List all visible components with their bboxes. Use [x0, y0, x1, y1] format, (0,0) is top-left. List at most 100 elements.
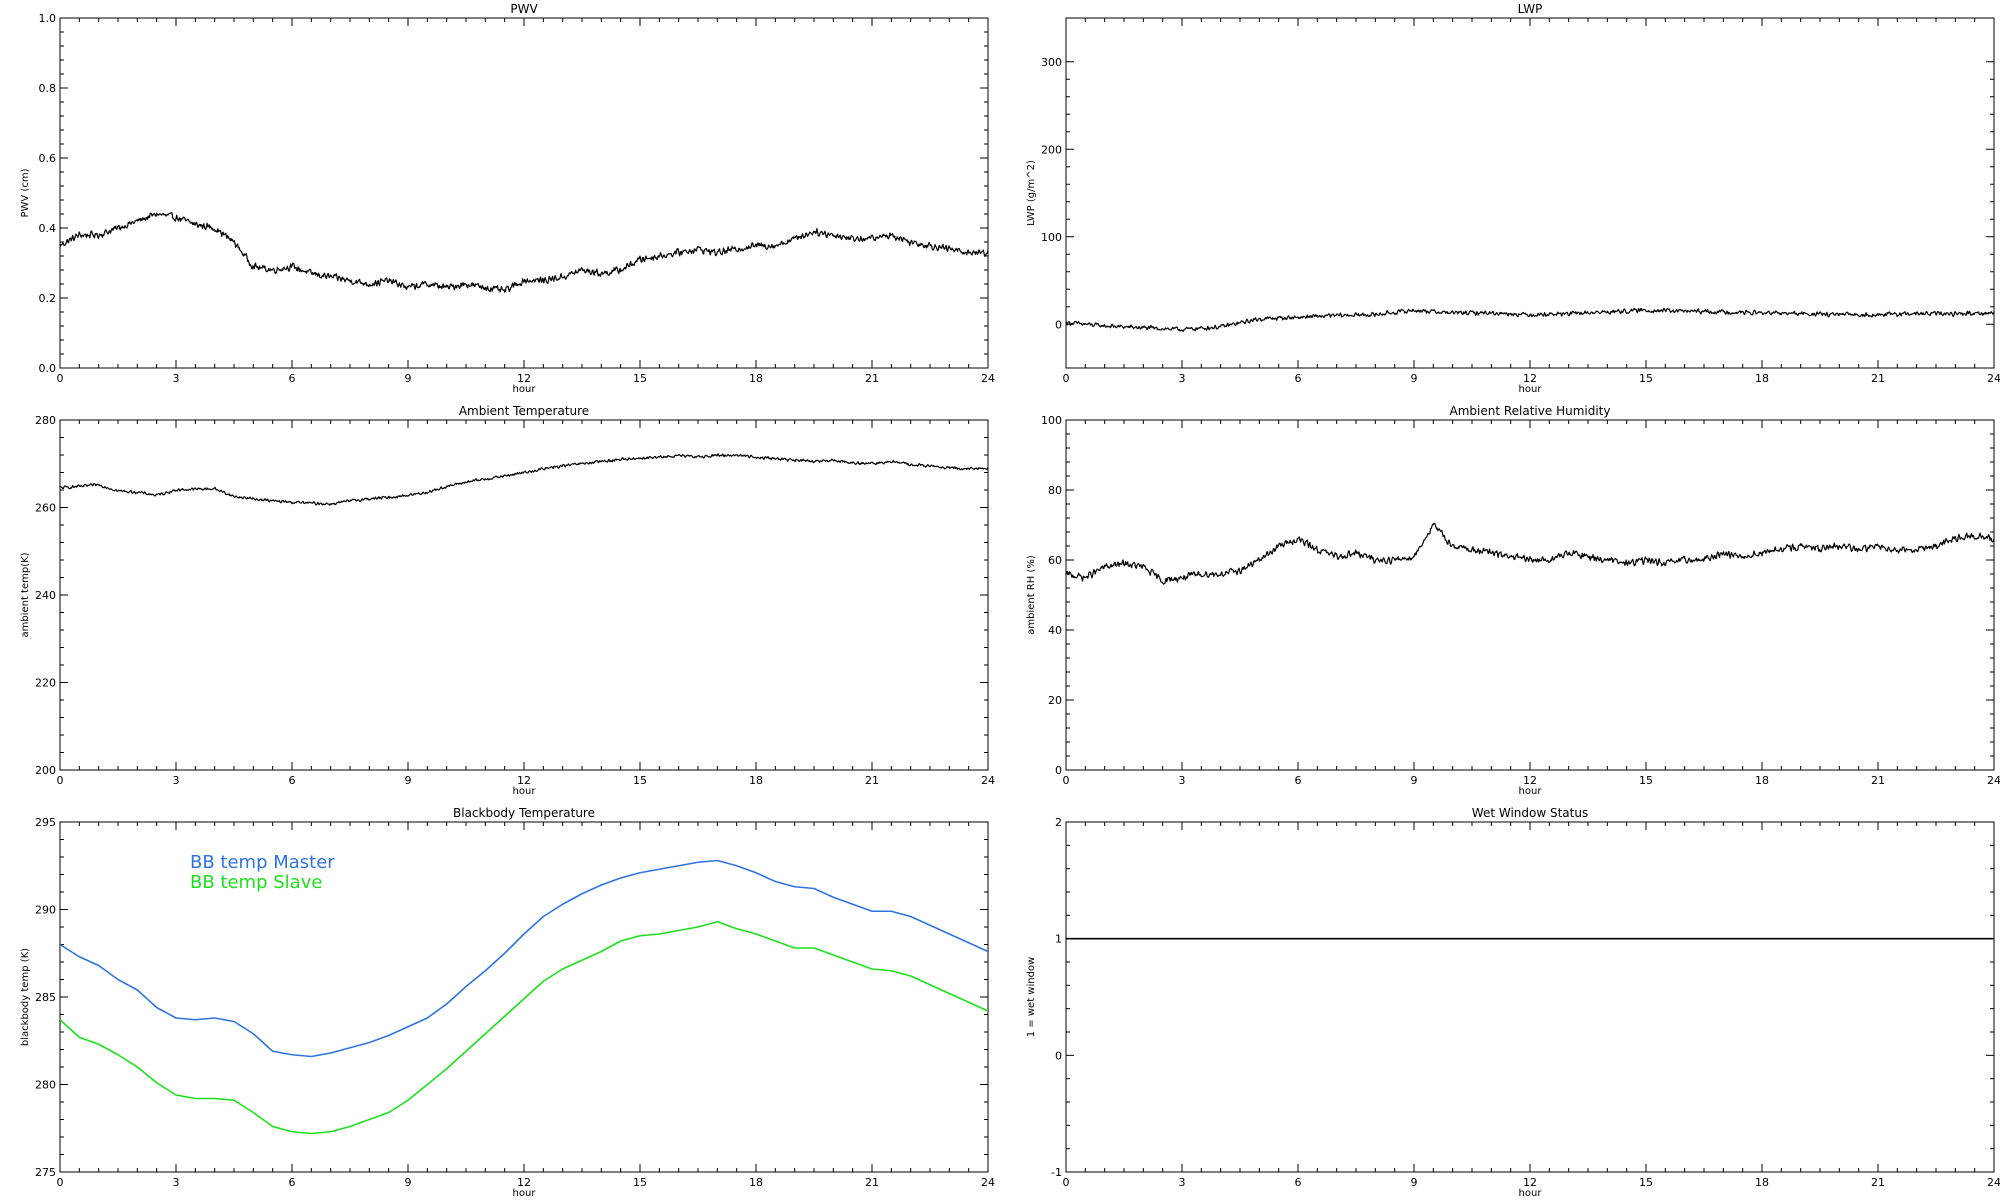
x-tick-label: 15: [633, 1176, 647, 1189]
y-tick-label: -1: [1051, 1166, 1062, 1179]
x-tick-label: 12: [1523, 774, 1537, 787]
y-tick-label: 0: [1055, 318, 1062, 331]
x-tick-label: 18: [1755, 774, 1769, 787]
series-line-0: [60, 212, 988, 293]
chart-panel-2: Ambient Temperature 0 3 6 9 12 15 18 21 24 200 220 2…: [20, 404, 995, 797]
x-tick-label: 18: [749, 774, 763, 787]
y-tick-label: 275: [35, 1166, 56, 1179]
plot-frame: [1065, 419, 1995, 771]
x-tick-label: 9: [1411, 1176, 1418, 1189]
chart-title: PWV: [510, 2, 538, 16]
x-tick-label: 21: [1871, 774, 1885, 787]
x-tick-label: 0: [1063, 372, 1070, 385]
chart-title: LWP: [1518, 2, 1543, 16]
x-tick-label: 3: [173, 774, 180, 787]
x-tick-label: 6: [1295, 372, 1302, 385]
x-tick-label: 6: [289, 1176, 296, 1189]
x-tick-label: 0: [1063, 774, 1070, 787]
y-tick-label: 280: [35, 414, 56, 427]
series-line-0: [60, 859, 988, 1058]
y-tick-label: 1.0: [39, 12, 57, 25]
x-tick-label: 18: [749, 372, 763, 385]
y-tick-label: 220: [35, 677, 56, 690]
y-tick-label: 80: [1048, 484, 1062, 497]
plot-frame: [59, 17, 989, 369]
series-line-0: [1066, 522, 1994, 585]
x-tick-label: 15: [1639, 372, 1653, 385]
y-tick-label: 0.4: [39, 222, 57, 235]
y-axis-label: ambient temp(K): [20, 552, 31, 637]
y-tick-label: 2: [1055, 816, 1062, 829]
y-tick-label: 200: [35, 764, 56, 777]
x-tick-label: 12: [517, 1176, 531, 1189]
x-tick-label: 3: [1179, 1176, 1186, 1189]
x-tick-label: 21: [1871, 372, 1885, 385]
y-tick-label: 1: [1055, 933, 1062, 946]
x-axis-label: hour: [1519, 786, 1543, 797]
x-tick-label: 3: [1179, 372, 1186, 385]
chart-panel-3: Ambient Relative Humidity 0 3 6 9 12 15 18 21 24 0…: [1026, 404, 2000, 797]
y-tick-label: 0.0: [39, 362, 57, 375]
y-tick-label: 200: [1041, 143, 1062, 156]
y-axis-label: ambient RH (%): [1026, 555, 1037, 635]
y-tick-label: 0.8: [39, 82, 57, 95]
x-tick-label: 24: [1987, 1176, 2000, 1189]
y-tick-label: 100: [1041, 414, 1062, 427]
chart-panel-0: PWV 0 3 6 9 12 15 18 21 24 0.0 0.2 0.4 0.6 0.8 1.0 hour P…: [20, 2, 995, 395]
y-tick-label: 0: [1055, 1049, 1062, 1062]
x-tick-label: 15: [633, 372, 647, 385]
x-tick-label: 12: [517, 372, 531, 385]
x-tick-label: 0: [57, 1176, 64, 1189]
x-tick-label: 6: [289, 372, 296, 385]
x-tick-label: 12: [1523, 372, 1537, 385]
x-tick-label: 6: [1295, 1176, 1302, 1189]
y-axis-label: LWP (g/m^2): [1026, 160, 1037, 226]
x-tick-label: 3: [1179, 774, 1186, 787]
x-axis-label: hour: [1519, 1188, 1543, 1199]
y-tick-label: 0: [1055, 764, 1062, 777]
y-axis-label: 1 = wet window: [1026, 957, 1037, 1037]
x-tick-label: 9: [405, 1176, 412, 1189]
x-tick-label: 18: [1755, 1176, 1769, 1189]
x-tick-label: 24: [981, 372, 995, 385]
y-tick-label: 0.2: [39, 292, 57, 305]
y-tick-label: 260: [35, 502, 56, 515]
x-axis-label: hour: [513, 384, 537, 395]
legend-entry: BB temp Master: [190, 852, 335, 873]
x-tick-label: 0: [57, 372, 64, 385]
x-tick-label: 6: [289, 774, 296, 787]
x-tick-label: 15: [1639, 1176, 1653, 1189]
x-tick-label: 12: [517, 774, 531, 787]
series-line-1: [60, 920, 988, 1135]
chart-title: Blackbody Temperature: [453, 806, 595, 820]
y-tick-label: 40: [1048, 624, 1062, 637]
y-tick-label: 280: [35, 1079, 56, 1092]
series-line-0: [1066, 307, 1994, 332]
y-axis-label: PWV (cm): [20, 168, 31, 217]
x-tick-label: 0: [57, 774, 64, 787]
chart-title: Ambient Relative Humidity: [1450, 404, 1611, 418]
x-tick-label: 9: [1411, 774, 1418, 787]
y-tick-label: 100: [1041, 231, 1062, 244]
y-tick-label: 60: [1048, 554, 1062, 567]
chart-title: Ambient Temperature: [459, 404, 589, 418]
chart-title: Wet Window Status: [1472, 806, 1588, 820]
x-axis-label: hour: [513, 1188, 537, 1199]
x-tick-label: 21: [1871, 1176, 1885, 1189]
chart-panel-4: Blackbody Temperature 0 3 6 9 12 15 18 21 24 275 28…: [20, 806, 995, 1199]
y-tick-label: 0.6: [39, 152, 57, 165]
y-axis-label: blackbody temp (K): [20, 948, 31, 1046]
y-tick-label: 300: [1041, 56, 1062, 69]
y-tick-label: 295: [35, 816, 56, 829]
series-line-0: [60, 453, 988, 506]
x-tick-label: 24: [981, 1176, 995, 1189]
x-tick-label: 21: [865, 372, 879, 385]
x-tick-label: 24: [981, 774, 995, 787]
x-tick-label: 3: [173, 1176, 180, 1189]
x-tick-label: 9: [1411, 372, 1418, 385]
x-tick-label: 12: [1523, 1176, 1537, 1189]
x-tick-label: 9: [405, 372, 412, 385]
plot-frame: [1065, 821, 1995, 1173]
